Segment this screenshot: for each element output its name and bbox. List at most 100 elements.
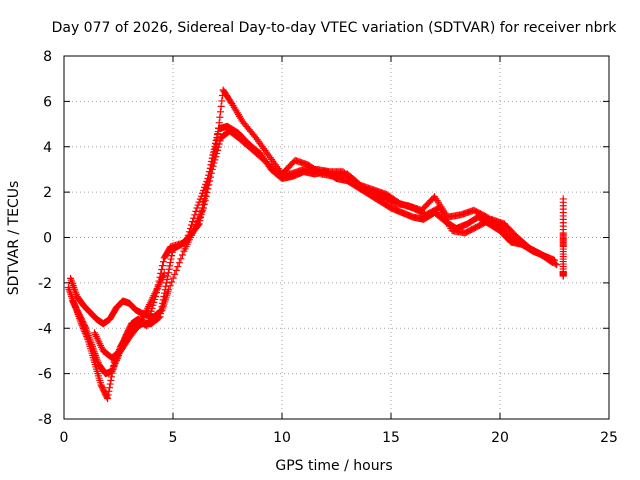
data-point-track-c — [195, 198, 203, 206]
data-point-track-b — [200, 204, 208, 212]
y-axis-label: SDTVAR / TECUs — [6, 181, 22, 296]
data-point-track-c — [196, 195, 204, 203]
y-tick-label: -6 — [38, 367, 52, 383]
data-point-track-c — [110, 363, 118, 371]
chart-title: Day 077 of 2026, Sidereal Day-to-day VTE… — [52, 20, 618, 36]
data-point-track-c — [216, 113, 224, 121]
data-point-track-c — [113, 356, 121, 364]
data-point-track-b — [204, 185, 212, 193]
data-point-track-c — [109, 364, 117, 372]
data-point-track-a — [104, 395, 112, 403]
data-point-track-c — [145, 313, 153, 321]
data-point-track-c — [218, 97, 226, 105]
data-point-track-c — [193, 204, 201, 212]
data-point-track-a — [167, 255, 175, 263]
data-point-track-c — [208, 157, 216, 165]
data-point-track-c — [188, 221, 196, 229]
data-point-track-a — [165, 265, 173, 273]
data-point-track-c — [183, 235, 191, 243]
data-point-track-c — [206, 168, 214, 176]
data-point-track-d — [160, 270, 168, 278]
data-point-track-c — [191, 211, 199, 219]
data-point-track-b — [200, 200, 208, 208]
data-point-track-c — [186, 224, 194, 232]
y-tick-label: 0 — [43, 231, 52, 247]
data-point-track-b — [168, 278, 176, 286]
data-point-track-c — [198, 189, 206, 197]
y-tick-label: -4 — [38, 321, 52, 337]
data-point-track-c — [108, 367, 116, 375]
data-point-track-c — [189, 218, 197, 226]
data-point-track-c — [192, 207, 200, 215]
data-point-track-c — [185, 228, 193, 236]
y-tick-label: 6 — [43, 94, 52, 110]
data-point-track-c — [213, 135, 221, 143]
data-point-track-c — [210, 151, 218, 159]
data-point-track-c — [146, 310, 154, 318]
data-point-track-b — [177, 255, 185, 263]
data-point-track-c — [201, 183, 209, 191]
data-point-track-a — [105, 387, 113, 395]
data-point-track-c — [143, 322, 151, 330]
data-point-track-b — [178, 251, 186, 259]
data-point-track-c — [159, 258, 167, 266]
data-point-track-a — [166, 262, 174, 270]
data-point-track-c — [212, 144, 220, 152]
data-point-track-c — [145, 316, 153, 324]
data-point-track-a — [107, 376, 115, 384]
data-point-track-b — [174, 263, 182, 271]
data-point-track-c — [205, 171, 213, 179]
data-point-track-c — [144, 319, 152, 327]
data-point-track-a — [106, 380, 114, 388]
y-tick-label: 2 — [43, 185, 52, 201]
data-point-track-c — [204, 175, 212, 183]
data-point-track-c — [217, 108, 225, 116]
grid-lines — [64, 56, 609, 419]
x-tick-label: 5 — [169, 430, 178, 446]
data-point-track-c — [194, 201, 202, 209]
data-point-track-c — [182, 238, 190, 246]
data-point-track-c — [551, 260, 559, 268]
data-point-track-c — [184, 231, 192, 239]
data-point-track-a — [168, 252, 176, 260]
x-tick-label: 10 — [273, 430, 291, 446]
data-points — [64, 86, 567, 403]
data-point-track-c — [109, 366, 117, 374]
data-point-track-c — [209, 154, 217, 162]
data-point-track-b — [165, 286, 173, 294]
data-point-track-b — [166, 282, 174, 290]
y-tick-label: 8 — [43, 49, 52, 65]
data-point-track-b — [169, 274, 177, 282]
data-point-track-c — [214, 130, 222, 138]
data-point-track-c — [213, 140, 221, 148]
y-tick-label: -2 — [38, 276, 52, 292]
data-point-track-a — [104, 391, 112, 399]
data-point-track-c — [215, 124, 223, 132]
data-point-track-b — [172, 266, 180, 274]
data-point-track-c — [211, 147, 219, 155]
data-point-track-c — [217, 102, 225, 110]
x-tick-label: 20 — [491, 430, 509, 446]
data-point-track-a — [166, 258, 174, 266]
data-point-track-c — [200, 186, 208, 194]
data-point-track-a — [164, 269, 172, 277]
data-point-track-c — [215, 119, 223, 127]
data-point-track-c — [206, 164, 214, 172]
data-point-track-c — [112, 358, 120, 366]
data-point-track-c — [202, 180, 210, 188]
x-tick-label: 25 — [600, 430, 618, 446]
data-point-track-c — [111, 361, 119, 369]
y-tick-label: 4 — [43, 140, 52, 156]
data-point-track-c — [159, 262, 167, 270]
y-tick-label: -8 — [38, 412, 52, 428]
data-point-track-e — [559, 272, 567, 280]
data-point-track-c — [158, 265, 166, 273]
data-point-track-c — [207, 161, 215, 169]
data-point-track-c — [190, 214, 198, 222]
data-point-track-c — [203, 177, 211, 185]
x-tick-label: 0 — [60, 430, 69, 446]
data-point-track-a — [106, 384, 114, 392]
x-axis-label: GPS time / hours — [275, 458, 392, 474]
data-point-track-a — [162, 279, 170, 287]
